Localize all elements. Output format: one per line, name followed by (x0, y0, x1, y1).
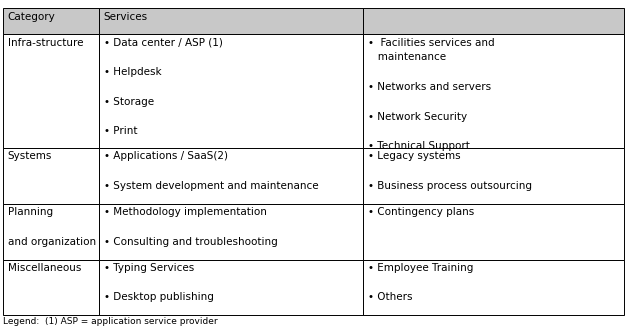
Bar (363, 148, 624, 204)
Text: Miscellaneous: Miscellaneous (8, 263, 81, 273)
Bar (3, 34, 99, 148)
Bar (363, 260, 624, 315)
Bar (99, 204, 363, 260)
Text: • Applications / SaaS(2)

• System development and maintenance: • Applications / SaaS(2) • System develo… (103, 151, 319, 191)
Text: •  Facilities services and
   maintenance

• Networks and servers

• Network Sec: • Facilities services and maintenance • … (367, 38, 494, 151)
Text: • Methodology implementation

• Consulting and troubleshooting: • Methodology implementation • Consultin… (103, 207, 278, 247)
Text: Planning

and organization: Planning and organization (8, 207, 96, 247)
Bar (3, 148, 99, 204)
Text: • Employee Training

• Others: • Employee Training • Others (367, 263, 473, 302)
Text: Legend:  (1) ASP = application service provider: Legend: (1) ASP = application service pr… (3, 317, 218, 326)
Bar (99, 8, 363, 34)
Bar (3, 8, 99, 34)
Text: Category: Category (8, 12, 55, 22)
Bar (99, 260, 363, 315)
Text: • Typing Services

• Desktop publishing: • Typing Services • Desktop publishing (103, 263, 214, 302)
Text: • Legacy systems

• Business process outsourcing: • Legacy systems • Business process outs… (367, 151, 532, 191)
Bar (3, 260, 99, 315)
Bar (363, 34, 624, 148)
Text: Services: Services (103, 12, 148, 22)
Text: • Data center / ASP (1)

• Helpdesk

• Storage

• Print: • Data center / ASP (1) • Helpdesk • Sto… (103, 38, 223, 136)
Text: • Contingency plans: • Contingency plans (367, 207, 474, 217)
Bar (363, 204, 624, 260)
Text: Systems: Systems (8, 151, 52, 161)
Bar (99, 34, 363, 148)
Bar (3, 204, 99, 260)
Bar (99, 148, 363, 204)
Bar (363, 8, 624, 34)
Text: Infra-structure: Infra-structure (8, 38, 83, 47)
